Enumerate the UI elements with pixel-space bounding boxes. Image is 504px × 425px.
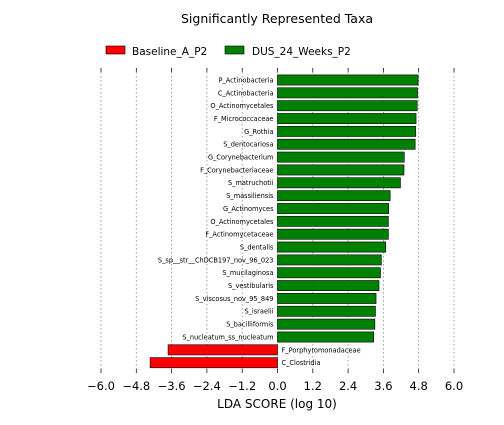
bar <box>277 293 377 304</box>
bar <box>149 357 278 369</box>
x-tick-label: −4.8 <box>122 379 150 393</box>
bar-label: G_Rothia <box>244 128 273 136</box>
bar-label: O_Actinomycetales <box>210 218 274 226</box>
bar-label: S_mucilaginosa <box>222 269 273 277</box>
bar-label: S_nucleatum_ss_nucleatum <box>182 333 273 341</box>
bar <box>277 164 405 176</box>
bar <box>277 203 389 214</box>
legend-swatch-baseline <box>105 45 126 55</box>
bar <box>277 151 405 163</box>
legend-label-dus: DUS_24_Weeks_P2 <box>252 46 351 58</box>
bar-label: P_Actinobacteria <box>218 76 273 84</box>
bar <box>277 331 374 343</box>
x-axis: −6.0 −4.8 −3.6 −2.4 −1.2 0.0 1.2 2.4 3.6 4.8 6.0 <box>87 68 463 393</box>
bar <box>277 215 389 227</box>
x-tick-label: 2.4 <box>339 379 357 393</box>
bar-label: S_massiliensis <box>226 192 274 200</box>
bar <box>277 74 419 86</box>
bar-label: F_Corynebacteriaceae <box>200 166 273 174</box>
x-tick-label: 1.2 <box>304 379 322 393</box>
bar-label: G_Actinomyces <box>223 205 274 213</box>
legend-swatch-dus <box>224 45 245 55</box>
bar-label: S_viscosus_nov_95_849 <box>195 295 273 303</box>
bar <box>167 344 278 356</box>
bar-label: S_bacilliformis <box>226 321 274 329</box>
bar <box>277 228 389 240</box>
bar <box>277 241 387 253</box>
bar <box>277 305 376 317</box>
bars <box>149 74 419 369</box>
bar-labels: P_Actinobacteria C_Actinobacteria O_Actino… <box>158 76 361 367</box>
bar <box>277 280 380 291</box>
bar <box>277 254 382 266</box>
x-tick-label: −6.0 <box>87 379 115 393</box>
bar <box>277 190 391 202</box>
x-tick-label: −1.2 <box>228 379 256 393</box>
bar <box>277 138 416 150</box>
bar <box>277 318 376 330</box>
chart-title: Significantly Represented Taxa <box>181 11 373 26</box>
bar <box>277 87 418 99</box>
bar-label: S_sp__str__ChDCB197_nov_96_023 <box>158 256 274 264</box>
bar-label: S_vestibularis <box>228 282 274 290</box>
x-tick-label: 0.0 <box>268 379 286 393</box>
bar <box>277 177 401 189</box>
x-tick-label: −2.4 <box>193 379 221 393</box>
bar <box>277 113 417 124</box>
bar-label: S_matruchotii <box>228 179 274 187</box>
bar-label: C_Clostridia <box>282 359 321 367</box>
bar-label: G_Corynebacterium <box>208 154 274 162</box>
x-axis-label: LDA SCORE (log 10) <box>217 397 337 411</box>
bar-label: S_dentocariosa <box>223 141 273 149</box>
x-tick-label: −3.6 <box>158 379 186 393</box>
bar <box>277 126 417 137</box>
bar-label: S_israelii <box>244 308 273 316</box>
legend-label-baseline: Baseline_A_P2 <box>132 46 207 58</box>
bar <box>277 100 418 112</box>
bar-label: O_Actinomycetales <box>210 102 274 110</box>
bar-label: F_Porphyromonadaceae <box>282 346 361 354</box>
bar-label: C_Actinobacteria <box>218 89 274 97</box>
bar <box>277 267 381 279</box>
x-tick-label: 6.0 <box>445 379 463 393</box>
x-tick-label: 3.6 <box>374 379 392 393</box>
x-tick-label: 4.8 <box>410 379 428 393</box>
legend: Baseline_A_P2 DUS_24_Weeks_P2 <box>105 45 351 58</box>
bar-label: F_Micrococcaceae <box>214 115 274 123</box>
bar-label: S_dentalis <box>240 243 274 251</box>
bar-label: F_Actinomycetaceae <box>205 231 273 239</box>
